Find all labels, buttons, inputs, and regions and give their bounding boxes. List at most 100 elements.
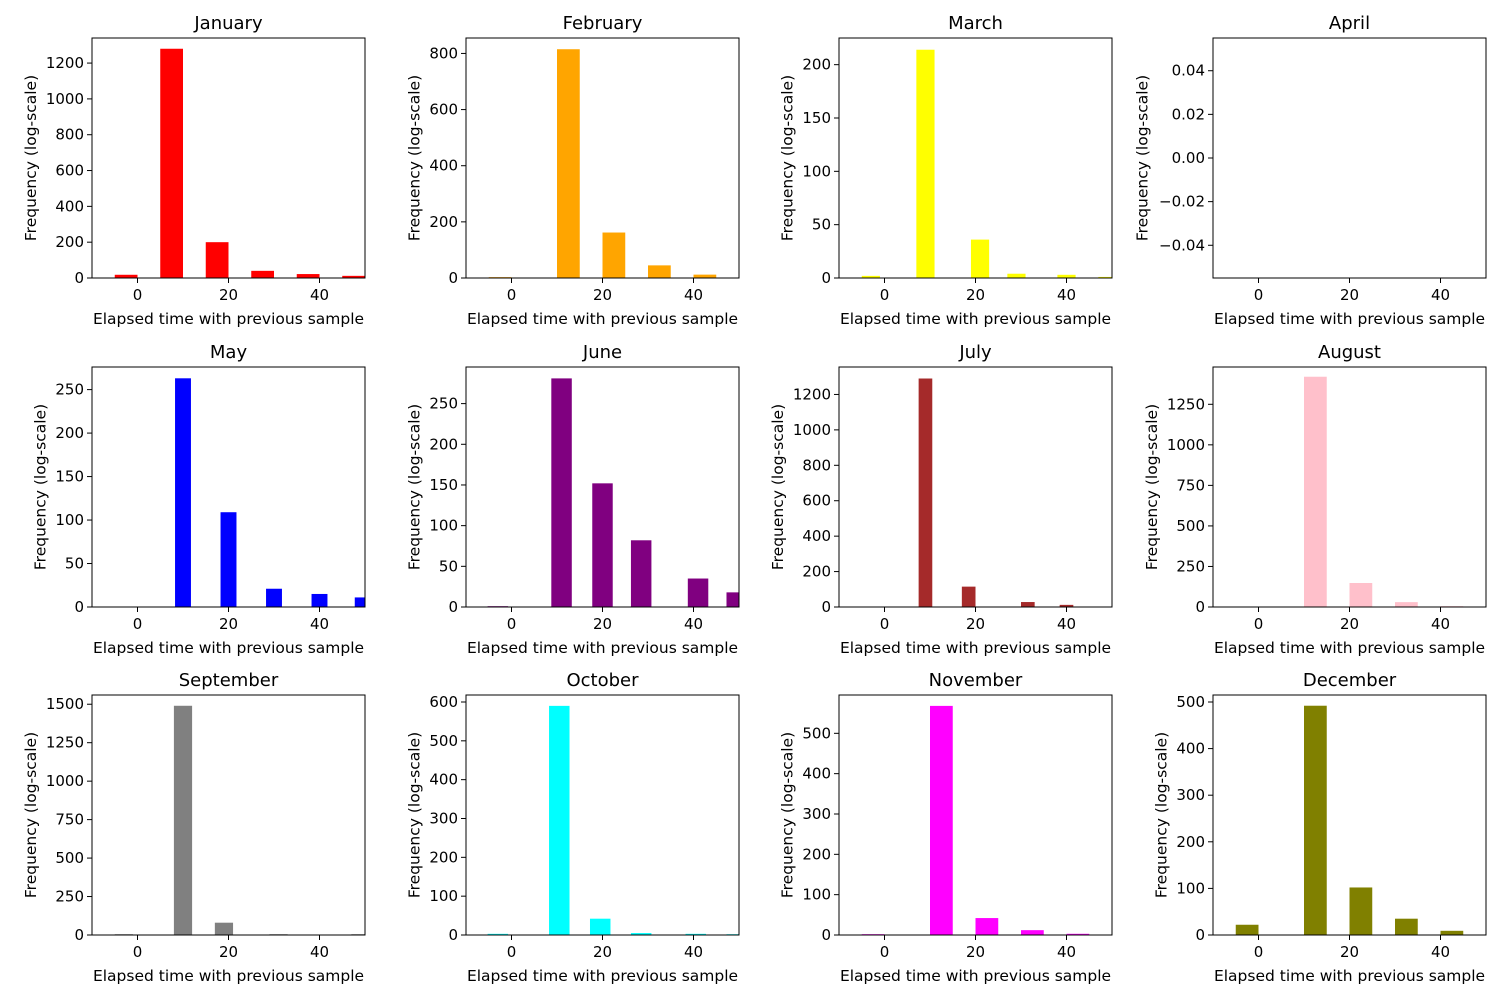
bar-february-3	[648, 265, 671, 278]
y-tick-label-february-4: 800	[429, 44, 458, 62]
y-axis-label-october: Frequency (log-scale)	[406, 732, 424, 898]
bar-july-0	[918, 378, 933, 607]
bar-october-4	[685, 933, 707, 935]
y-tick-label-december-4: 400	[1176, 740, 1205, 758]
x-tick-label-june-2: 40	[684, 615, 703, 633]
bar-june-4	[687, 578, 709, 607]
y-tick-label-july-1: 200	[802, 563, 831, 581]
y-tick-label-april-4: 0.04	[1172, 62, 1205, 80]
x-tick-label-february-1: 20	[593, 286, 612, 304]
bar-june-5	[726, 592, 739, 607]
y-tick-label-april-1: −0.02	[1159, 193, 1205, 211]
bar-september-2	[214, 922, 234, 935]
y-axis-label-december: Frequency (log-scale)	[1153, 732, 1171, 898]
bar-december-4	[1440, 930, 1464, 935]
y-tick-label-september-1: 250	[55, 888, 84, 906]
bar-may-3	[311, 593, 328, 607]
y-tick-label-november-2: 200	[802, 845, 831, 863]
y-tick-label-september-5: 1250	[46, 734, 84, 752]
bar-november-2	[975, 918, 999, 935]
bars-october	[487, 705, 739, 935]
y-tick-label-january-3: 600	[55, 162, 84, 180]
y-tick-label-june-5: 250	[429, 395, 458, 413]
x-tick-label-april-0: 0	[1254, 286, 1264, 304]
y-tick-label-june-1: 50	[439, 557, 458, 575]
x-tick-label-september-2: 40	[310, 943, 329, 961]
y-tick-label-september-4: 1000	[46, 772, 84, 790]
y-tick-label-march-2: 100	[802, 162, 831, 180]
x-tick-label-november-1: 20	[966, 943, 985, 961]
bars-may	[175, 378, 365, 607]
x-tick-label-may-1: 20	[219, 615, 238, 633]
y-tick-label-july-0: 0	[821, 598, 831, 616]
y-tick-label-march-0: 0	[821, 269, 831, 287]
x-tick-label-february-0: 0	[507, 286, 517, 304]
chart-title-november: November	[929, 670, 1023, 691]
y-tick-label-december-2: 200	[1176, 833, 1205, 851]
bar-june-3	[630, 540, 652, 607]
y-tick-label-november-5: 500	[802, 724, 831, 742]
bar-december-3	[1395, 918, 1418, 935]
x-tick-label-january-1: 20	[219, 286, 238, 304]
y-tick-label-january-0: 0	[74, 269, 84, 287]
chart-march: 0 20 40 0 50 100 150 200 March Elapsed time with …	[779, 13, 1113, 328]
bar-november-3	[1021, 930, 1044, 935]
y-tick-label-april-3: 0.02	[1172, 105, 1205, 123]
y-tick-label-october-0: 0	[448, 926, 458, 944]
x-axis-label-february: Elapsed time with previous sample	[467, 310, 738, 328]
bar-march-4	[1057, 274, 1076, 278]
y-axis-label-august: Frequency (log-scale)	[1143, 404, 1161, 570]
y-axis-label-june: Frequency (log-scale)	[406, 404, 424, 570]
bar-march-2	[970, 239, 990, 278]
y-tick-label-august-4: 1000	[1167, 436, 1205, 454]
bar-october-0	[487, 933, 509, 935]
x-axis-label-march: Elapsed time with previous sample	[840, 310, 1111, 328]
x-tick-label-july-0: 0	[880, 615, 890, 633]
x-axis-label-december: Elapsed time with previous sample	[1214, 967, 1485, 985]
y-tick-label-march-4: 200	[802, 56, 831, 74]
y-tick-label-january-4: 800	[55, 126, 84, 144]
bar-july-1	[961, 586, 976, 607]
y-tick-label-july-4: 800	[802, 456, 831, 474]
chart-august: 0 20 40 0 250 500 750 1000 1250 August Elapsed tim…	[1143, 342, 1487, 657]
x-tick-label-march-0: 0	[880, 286, 890, 304]
bar-june-1	[551, 378, 572, 607]
y-axis-label-february: Frequency (log-scale)	[406, 75, 424, 241]
chart-title-august: August	[1318, 342, 1381, 363]
bar-may-4	[354, 597, 365, 607]
x-tick-label-may-0: 0	[133, 615, 143, 633]
x-axis-label-july: Elapsed time with previous sample	[840, 639, 1111, 657]
y-tick-label-june-4: 200	[429, 435, 458, 453]
y-tick-label-december-5: 500	[1176, 693, 1205, 711]
x-tick-label-april-2: 40	[1431, 286, 1450, 304]
bars-march	[861, 49, 1112, 278]
bar-march-0	[861, 275, 880, 278]
chart-title-october: October	[566, 670, 639, 691]
y-tick-label-february-1: 200	[429, 213, 458, 231]
bar-november-1	[930, 705, 953, 935]
x-tick-label-november-0: 0	[880, 943, 890, 961]
x-tick-label-june-0: 0	[507, 615, 517, 633]
y-tick-label-march-3: 150	[802, 109, 831, 127]
bar-february-4	[693, 274, 717, 278]
bar-may-0	[175, 378, 191, 607]
bar-january-4	[296, 274, 320, 278]
bar-january-0	[114, 274, 138, 278]
x-tick-label-march-1: 20	[966, 286, 985, 304]
bar-october-1	[549, 705, 570, 935]
x-tick-label-february-2: 40	[684, 286, 703, 304]
y-tick-label-october-3: 300	[429, 809, 458, 827]
chart-title-january: January	[193, 13, 263, 34]
y-axis-label-march: Frequency (log-scale)	[779, 75, 797, 241]
bar-may-2	[266, 588, 282, 607]
y-tick-label-march-1: 50	[812, 216, 831, 234]
y-axis-label-may: Frequency (log-scale)	[32, 404, 50, 570]
y-axis-label-november: Frequency (log-scale)	[779, 732, 797, 898]
bars-november	[861, 705, 1090, 935]
bar-december-0	[1235, 924, 1259, 935]
x-tick-label-august-2: 40	[1431, 615, 1450, 633]
x-axis-label-november: Elapsed time with previous sample	[840, 967, 1111, 985]
